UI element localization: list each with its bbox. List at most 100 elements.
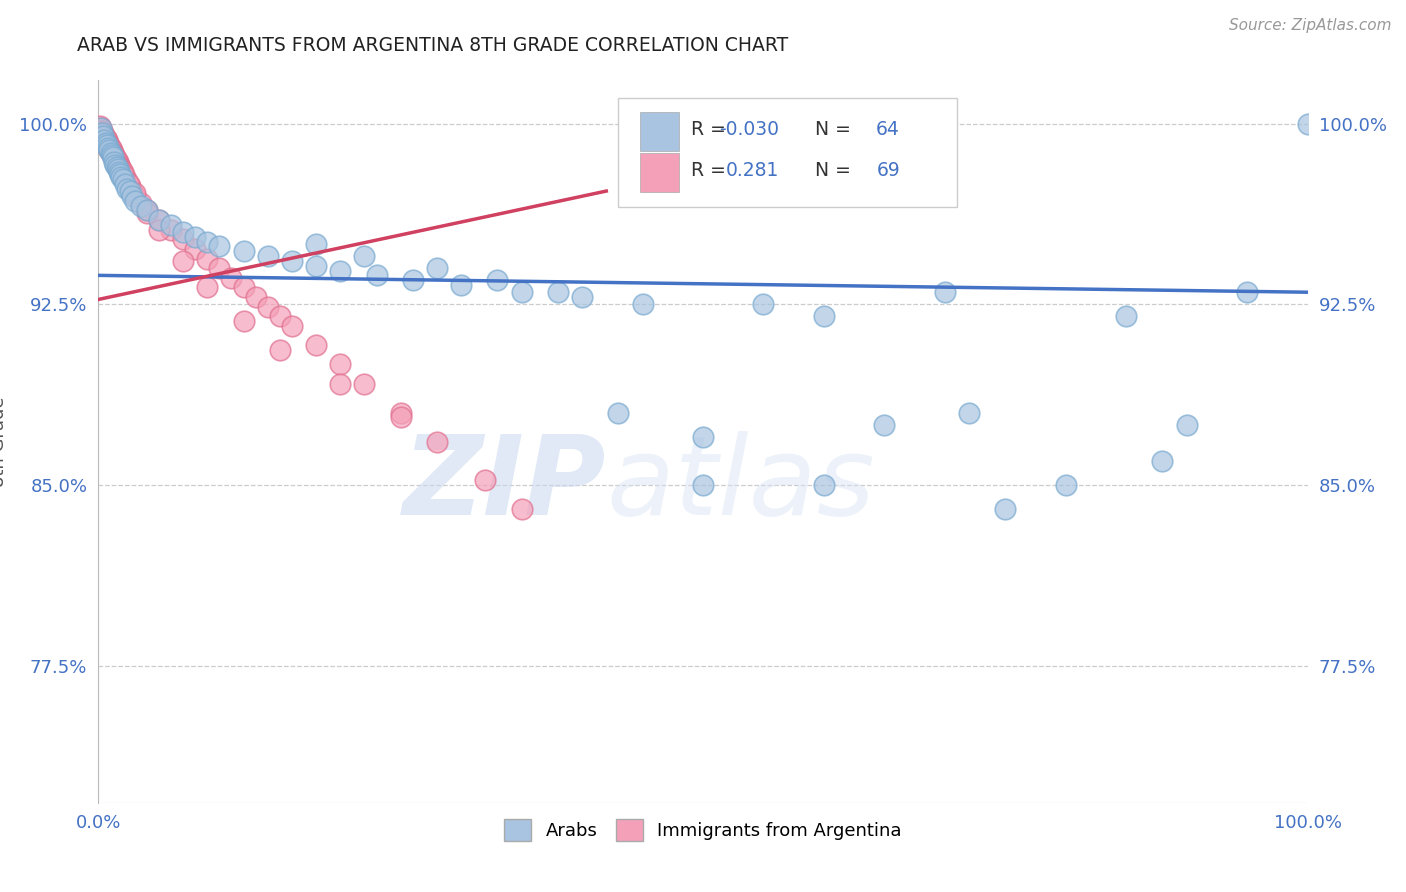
Point [103,155,125,169]
Point [121,189,143,203]
Point [110,169,132,184]
Point [692,478,714,492]
Point [90,121,112,136]
Point [93,133,115,147]
Point [269,343,291,357]
Point [111,172,134,186]
Point [91,126,114,140]
Point [108,158,131,172]
Point [101,150,124,164]
Point [752,297,775,311]
Point [329,358,352,372]
Point [195,280,218,294]
Point [172,225,194,239]
Point [172,253,194,268]
Point [1296,117,1319,131]
Point [692,430,714,444]
Point [510,502,533,516]
Point [97,141,120,155]
Point [1236,285,1258,300]
Point [101,145,124,160]
FancyBboxPatch shape [640,153,679,192]
Point [124,189,146,203]
Point [813,310,835,324]
Point [232,280,254,294]
Point [98,143,121,157]
Point [208,261,231,276]
Point [873,417,896,432]
Point [100,145,122,160]
Point [184,230,207,244]
Text: -0.030: -0.030 [720,120,779,139]
Point [107,162,129,177]
Point [96,133,118,147]
Point [96,138,118,153]
Point [510,285,533,300]
Y-axis label: 8th Grade: 8th Grade [0,396,8,487]
Point [124,186,146,201]
Point [93,133,115,147]
Point [94,131,117,145]
Point [547,285,569,300]
FancyBboxPatch shape [640,112,679,151]
Point [135,203,157,218]
Point [98,138,121,153]
Point [389,410,412,425]
Point [1175,417,1198,432]
Text: 64: 64 [876,120,900,139]
Point [281,318,304,333]
Point [184,242,207,256]
Point [89,124,111,138]
Point [90,126,112,140]
Point [813,478,835,492]
Point [426,434,449,449]
Point [329,263,352,277]
Point [96,138,118,153]
Point [108,165,131,179]
Point [366,268,388,283]
Point [107,155,129,169]
Point [118,177,141,191]
Point [353,249,375,263]
Point [100,148,122,162]
Point [305,237,328,252]
Point [607,406,630,420]
Point [98,143,121,157]
Point [389,406,412,420]
Text: 0.281: 0.281 [725,161,779,180]
Point [221,270,243,285]
Text: N =: N = [815,161,851,180]
Text: ARAB VS IMMIGRANTS FROM ARGENTINA 8TH GRADE CORRELATION CHART: ARAB VS IMMIGRANTS FROM ARGENTINA 8TH GR… [77,36,789,54]
Point [1054,478,1077,492]
Point [117,181,139,195]
Point [105,153,128,167]
Point [97,141,120,155]
Point [232,314,254,328]
Text: atlas: atlas [606,432,875,539]
Point [94,136,117,150]
Point [135,203,157,218]
Point [353,376,375,391]
Point [402,273,425,287]
Point [160,222,183,236]
Point [91,128,114,143]
Point [245,290,267,304]
Point [89,119,111,133]
Point [148,213,170,227]
Point [94,136,117,150]
Point [474,473,496,487]
Point [97,136,120,150]
Point [91,126,114,140]
Text: 69: 69 [876,161,900,180]
Point [100,141,122,155]
Point [110,162,132,177]
Point [305,338,328,352]
Point [329,376,352,391]
Point [91,131,114,145]
Legend: Arabs, Immigrants from Argentina: Arabs, Immigrants from Argentina [498,812,908,848]
Point [103,148,125,162]
Point [1115,310,1137,324]
Point [450,277,472,292]
Point [148,222,170,236]
Point [117,174,139,188]
